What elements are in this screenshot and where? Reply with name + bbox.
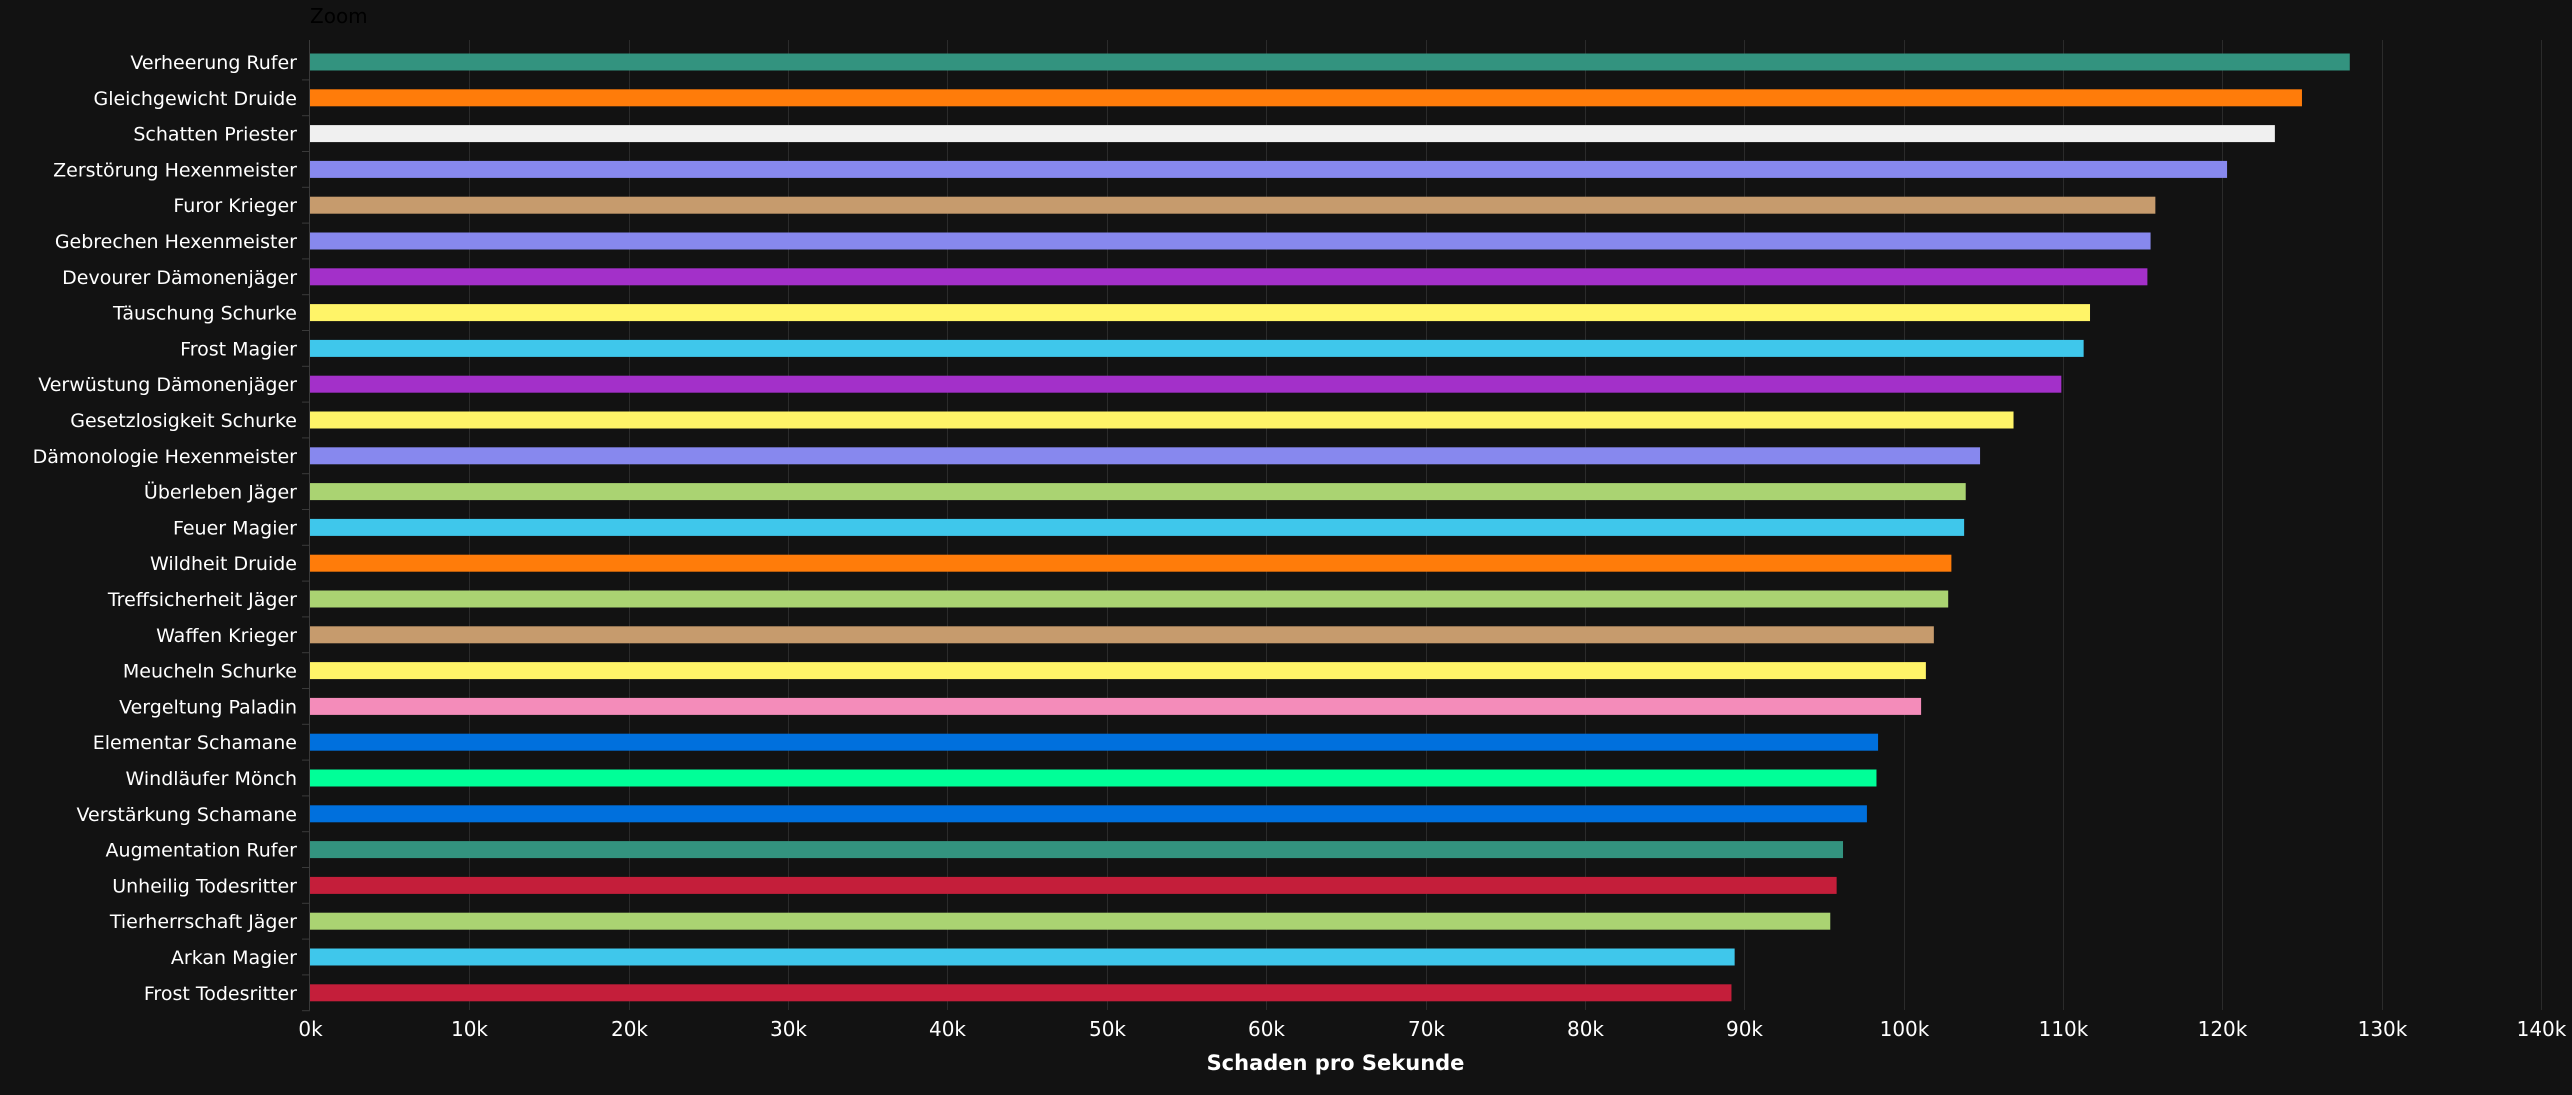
bar[interactable] <box>310 447 1981 465</box>
bar[interactable] <box>310 841 1844 859</box>
category-label: Treffsicherheit Jäger <box>107 589 297 611</box>
category-label: Gleichgewicht Druide <box>93 88 297 110</box>
category-label: Windläufer Mönch <box>126 768 298 790</box>
x-axis-title: Schaden pro Sekunde <box>1207 1051 1465 1075</box>
x-tick-label: 140k <box>2517 1017 2567 1041</box>
bar[interactable] <box>310 53 2350 71</box>
category-label: Dämonologie Hexenmeister <box>33 446 298 468</box>
x-tick-label: 90k <box>1726 1017 1763 1041</box>
x-tick-label: 10k <box>451 1017 488 1041</box>
x-tick-label: 40k <box>929 1017 966 1041</box>
bar[interactable] <box>310 769 1877 787</box>
bars-layer <box>310 53 2350 1002</box>
category-label: Elementar Schamane <box>93 732 297 754</box>
x-tick-label: 130k <box>2358 1017 2408 1041</box>
category-label: Furor Krieger <box>173 195 297 217</box>
bar[interactable] <box>310 375 2062 393</box>
category-label: Waffen Krieger <box>156 625 297 647</box>
bar[interactable] <box>310 805 1867 823</box>
category-label: Feuer Magier <box>173 517 297 539</box>
bar[interactable] <box>310 626 1934 644</box>
category-label: Frost Todesritter <box>144 983 297 1005</box>
category-labels: Verheerung Rufer Gleichgewicht Druide Scha… <box>33 52 310 1012</box>
bar[interactable] <box>310 89 2302 107</box>
bar[interactable] <box>310 912 1831 930</box>
bar[interactable] <box>310 483 1966 501</box>
category-label: Unheilig Todesritter <box>112 875 297 897</box>
x-axis-ticks: 0k 10k 20k 30k 40k 50k 60k 70k 80k 90k 100k 110k 120… <box>298 1017 2566 1041</box>
category-label: Devourer Dämonenjäger <box>62 267 297 289</box>
category-label: Verheerung Rufer <box>130 52 297 74</box>
x-tick-label: 120k <box>2198 1017 2248 1041</box>
bar[interactable] <box>310 733 1879 751</box>
bar[interactable] <box>310 196 2156 214</box>
category-label: Arkan Magier <box>171 947 297 969</box>
x-tick-label: 100k <box>1880 1017 1930 1041</box>
bar[interactable] <box>310 268 2148 286</box>
bar[interactable] <box>310 662 1926 680</box>
category-label: Tierherrschaft Jäger <box>109 911 297 933</box>
bar[interactable] <box>310 125 2275 143</box>
x-tick-label: 60k <box>1248 1017 1285 1041</box>
bar[interactable] <box>310 984 1732 1002</box>
bar[interactable] <box>310 304 2091 322</box>
x-tick-label: 70k <box>1408 1017 1445 1041</box>
bar[interactable] <box>310 697 1922 715</box>
x-tick-label: 80k <box>1567 1017 1604 1041</box>
bar[interactable] <box>310 339 2084 357</box>
bar[interactable] <box>310 590 1949 608</box>
category-label: Verwüstung Dämonenjäger <box>38 374 297 396</box>
x-tick-label: 20k <box>611 1017 648 1041</box>
x-tick-label: 0k <box>298 1017 323 1041</box>
zoom-label[interactable]: Zoom <box>310 4 368 28</box>
bar[interactable] <box>310 554 1952 572</box>
category-label: Wildheit Druide <box>150 553 297 575</box>
bar[interactable] <box>310 411 2014 429</box>
category-label: Frost Magier <box>180 338 297 360</box>
category-label: Gesetzlosigkeit Schurke <box>70 410 297 432</box>
category-label: Gebrechen Hexenmeister <box>55 231 297 253</box>
bar[interactable] <box>310 948 1735 966</box>
x-tick-label: 30k <box>770 1017 807 1041</box>
x-tick-label: 50k <box>1089 1017 1126 1041</box>
bar[interactable] <box>310 876 1837 894</box>
bar[interactable] <box>310 232 2151 250</box>
bar[interactable] <box>310 518 1965 536</box>
category-label: Meucheln Schurke <box>123 661 297 683</box>
category-label: Täuschung Schurke <box>112 303 297 325</box>
category-label: Vergeltung Paladin <box>119 696 297 718</box>
category-label: Augmentation Rufer <box>106 840 298 862</box>
category-label: Überleben Jäger <box>144 481 297 504</box>
category-label: Zerstörung Hexenmeister <box>53 159 297 181</box>
category-label: Schatten Priester <box>133 124 297 146</box>
bar[interactable] <box>310 160 2228 178</box>
x-tick-label: 110k <box>2039 1017 2089 1041</box>
category-label: Verstärkung Schamane <box>76 804 297 826</box>
